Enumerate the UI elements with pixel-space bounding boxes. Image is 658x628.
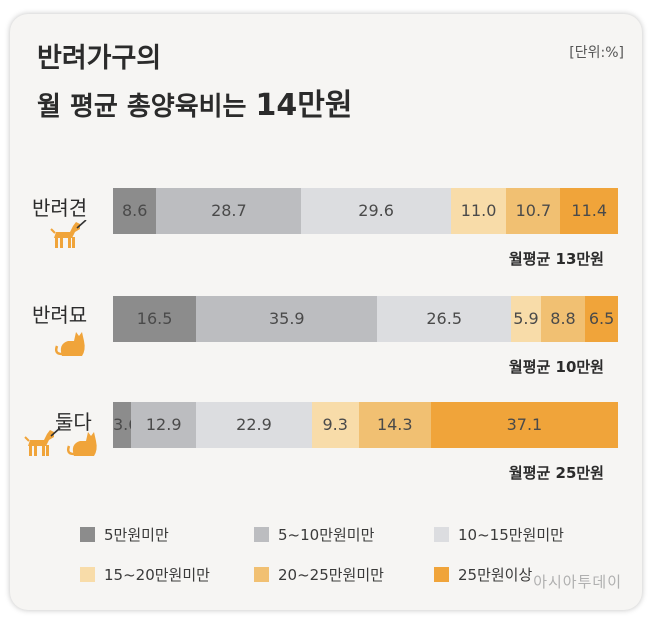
segment-value-label: 29.6 bbox=[358, 201, 394, 220]
monthly-average-label: 월평균 25만원 bbox=[508, 464, 604, 482]
watermark: 아시아투데이 bbox=[533, 573, 622, 591]
bar-segment bbox=[113, 296, 197, 342]
segment-value-label: 14.3 bbox=[376, 415, 413, 434]
segment-value-label: 26.5 bbox=[426, 309, 462, 328]
bar-segment bbox=[113, 402, 132, 448]
bar-segment bbox=[540, 296, 586, 342]
segment-value-label: 10.7 bbox=[515, 201, 552, 220]
segment-value-label: 6.5 bbox=[588, 309, 615, 328]
bar-segment bbox=[311, 402, 359, 448]
legend-label: 20~25만원미만 bbox=[278, 566, 384, 584]
bar-segment bbox=[301, 188, 451, 234]
bar-segment bbox=[511, 296, 541, 342]
dog-and-cat-icon bbox=[24, 427, 106, 464]
segment-value-label: 37.1 bbox=[506, 415, 543, 434]
segment-value-label: 35.9 bbox=[268, 309, 305, 328]
bar-segment bbox=[430, 402, 618, 448]
title-text: 월 평균 총양육비는 bbox=[37, 92, 256, 122]
chart-card: 반려가구의 월 평균 총양육비는 14만원 [단위:%] 반려견 8.6 28.7 2… bbox=[10, 14, 642, 610]
segment-value-label: 22.9 bbox=[236, 415, 272, 434]
legend-item: 25만원이상 bbox=[434, 564, 532, 585]
segment-value-label: 11.0 bbox=[460, 201, 497, 220]
legend-item: 5만원미만 bbox=[80, 524, 169, 545]
legend-label: 25만원이상 bbox=[458, 566, 533, 584]
segment-value-label: 28.7 bbox=[211, 201, 247, 220]
segment-value-label: 5.9 bbox=[513, 309, 539, 328]
legend-item: 10~15만원미만 bbox=[434, 524, 564, 545]
segment-value-label: 8.8 bbox=[550, 309, 576, 328]
bar-segment bbox=[560, 188, 618, 234]
bar-segment bbox=[506, 188, 561, 234]
legend-item: 20~25만원미만 bbox=[254, 564, 384, 585]
monthly-average-label: 월평균 10만원 bbox=[508, 358, 604, 376]
bar-segment bbox=[196, 296, 378, 342]
bar-segment bbox=[156, 188, 302, 234]
stacked-bar: 16.5 35.9 26.5 5.9 8.8 6.5 bbox=[113, 296, 618, 342]
segment-value-label: 11.4 bbox=[571, 201, 608, 220]
segment-value-label: 12.9 bbox=[145, 415, 182, 434]
legend-swatch bbox=[434, 567, 449, 582]
bar-segment bbox=[131, 402, 197, 448]
bar-segment bbox=[450, 188, 507, 234]
segment-value-label: 9.3 bbox=[322, 415, 348, 434]
legend-item: 15~20만원미만 bbox=[80, 564, 210, 585]
bar-segment bbox=[377, 296, 512, 342]
row-label: 반려견 bbox=[32, 196, 88, 220]
bar-segment bbox=[358, 402, 431, 448]
legend-label: 5~10만원미만 bbox=[278, 526, 375, 544]
segment-value-label: 3.6 bbox=[113, 415, 131, 434]
row-label: 반려묘 bbox=[32, 303, 88, 327]
bar-segment bbox=[196, 402, 312, 448]
bar-segment bbox=[585, 296, 618, 342]
segment-value-label: 16.5 bbox=[136, 309, 173, 328]
legend-label: 15~20만원미만 bbox=[104, 566, 210, 584]
legend-swatch bbox=[254, 567, 269, 582]
legend-swatch bbox=[434, 527, 449, 542]
stacked-bar: 3.6 12.9 22.9 9.3 14.3 37.1 bbox=[113, 402, 618, 448]
bar-segment bbox=[113, 188, 157, 234]
legend-swatch bbox=[80, 527, 95, 542]
cat-icon bbox=[52, 328, 92, 364]
stacked-bar: 8.6 28.7 29.6 11.0 10.7 11.4 bbox=[113, 188, 618, 234]
legend-swatch bbox=[80, 567, 95, 582]
monthly-average-label: 월평균 13만원 bbox=[508, 250, 604, 268]
legend-swatch bbox=[254, 527, 269, 542]
title-line-2: 월 평균 총양육비는 14만원 bbox=[37, 80, 352, 124]
title-line-1: 반려가구의 bbox=[37, 43, 162, 74]
dog-icon bbox=[50, 219, 90, 256]
legend-item: 5~10만원미만 bbox=[254, 524, 374, 545]
row-label: 둘다 bbox=[55, 410, 92, 434]
segment-value-label: 8.6 bbox=[121, 201, 148, 220]
unit-label: [단위:%] bbox=[569, 45, 624, 61]
legend-label: 5만원미만 bbox=[104, 526, 169, 544]
legend-label: 10~15만원미만 bbox=[458, 526, 564, 544]
title-highlight: 14만원 bbox=[255, 88, 353, 123]
